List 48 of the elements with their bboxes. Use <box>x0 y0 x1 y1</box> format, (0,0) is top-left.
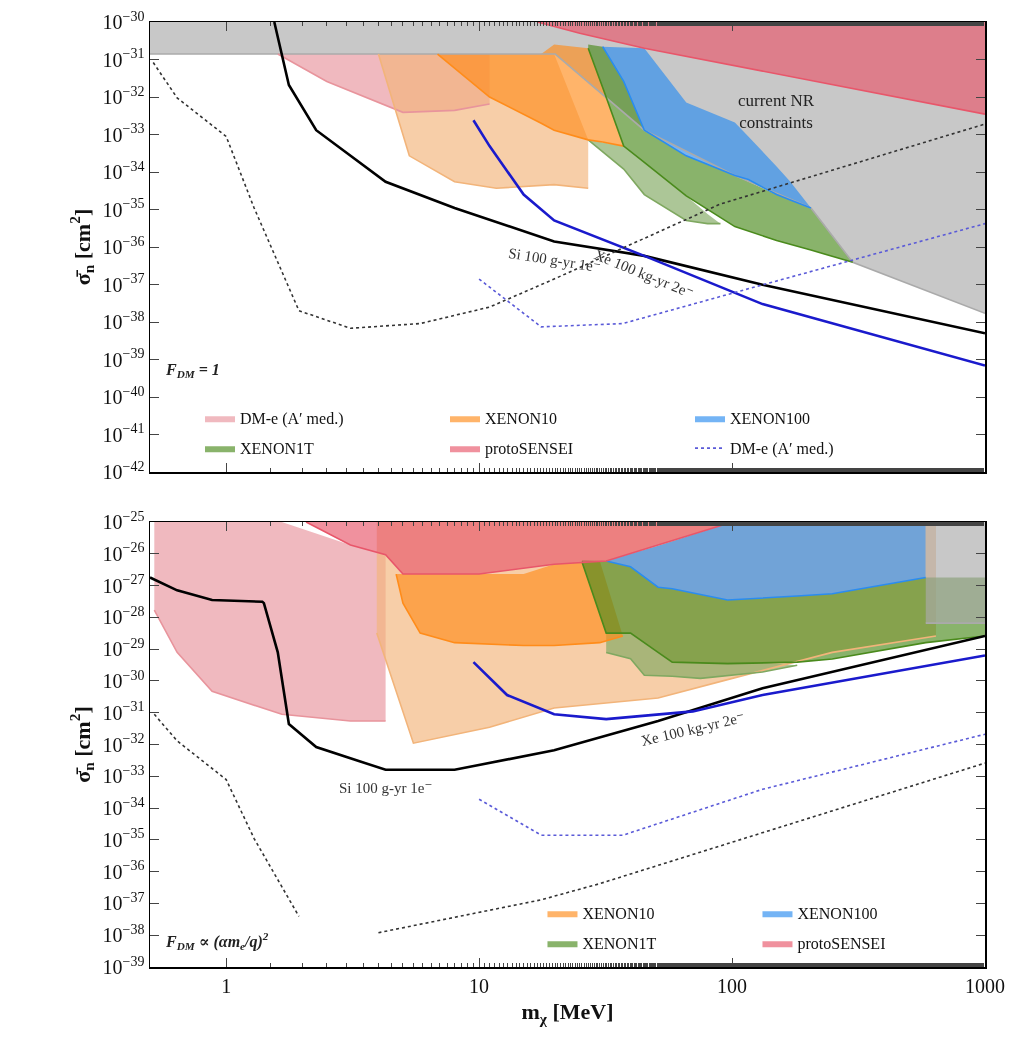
y-tick-label: 10$^{−38}$ <box>102 308 145 333</box>
legend-label: XENON10 <box>485 410 557 428</box>
y-tick-label: 10$^{−37}$ <box>102 890 145 915</box>
legend-label: DM-e (A′ med.) <box>240 410 344 429</box>
y-tick-label: 10$^{−27}$ <box>102 572 145 597</box>
y-tick-label: 10$^{−41}$ <box>102 421 145 446</box>
y-tick-label: 10$^{−32}$ <box>102 83 145 108</box>
y-tick-label: 10$^{−28}$ <box>102 603 145 629</box>
y-tick-label: 10$^{−40}$ <box>102 383 145 408</box>
x-axis-title: m$_{χ}$ [MeV] <box>521 999 614 1027</box>
y-tick-label: 10$^{−31}$ <box>102 46 145 71</box>
x-tick-label: 1000 <box>965 974 1005 997</box>
x-tick-label: 10 <box>469 974 490 997</box>
y-tick-label: 10$^{−39}$ <box>102 953 145 978</box>
y-tick-label: 10$^{−30}$ <box>102 667 145 692</box>
y-tick-label: 10$^{−39}$ <box>102 346 145 371</box>
legend-label: XENON100 <box>797 905 878 923</box>
annotation: current NR constraints <box>738 91 815 133</box>
legend-label: XENON10 <box>582 905 655 923</box>
legend-label: protoSENSEI <box>797 935 886 954</box>
legend-label: XENON100 <box>730 410 810 428</box>
legend-label: XENON1T <box>582 935 657 953</box>
x-tick-label: 1 <box>221 974 232 997</box>
y-tick-label: 10$^{−26}$ <box>102 540 145 565</box>
y-tick-label: 10$^{−35}$ <box>102 196 145 221</box>
y-tick-label: 10$^{−29}$ <box>102 635 145 661</box>
annotation: F$_{DM}$ ∝ (αm$_{e}$/q)$^{2}$ <box>165 930 269 953</box>
annotation: F$_{DM}$ = 1 <box>165 361 220 381</box>
y-tick-label: 10$^{−32}$ <box>102 731 145 756</box>
y-tick-label: 10$^{−37}$ <box>102 271 145 296</box>
legend-label: DM-e (A′ med.) <box>730 440 834 459</box>
legend-label: protoSENSEI <box>485 440 573 459</box>
legend-label: XENON1T <box>240 440 314 458</box>
y-tick-label: 10$^{−30}$ <box>102 8 145 33</box>
y-tick-label: 10$^{−33}$ <box>102 762 145 788</box>
y-tick-label: 10$^{−36}$ <box>102 233 145 258</box>
y-tick-label: 10$^{−42}$ <box>102 458 145 483</box>
y-tick-label: 10$^{−31}$ <box>102 699 145 724</box>
y-tick-label: 10$^{−36}$ <box>102 858 145 883</box>
y-tick-label: 10$^{−33}$ <box>102 121 145 146</box>
y-tick-label: 10$^{−34}$ <box>102 158 145 183</box>
x-tick-label: 100 <box>717 974 748 997</box>
y-tick-label: 10$^{−25}$ <box>102 508 145 533</box>
y-tick-label: 10$^{−38}$ <box>102 921 145 947</box>
text: Xe 100 kg-yr 2e⁻ <box>639 709 747 749</box>
y-tick-label: 10$^{−34}$ <box>102 794 145 820</box>
series-label: Si 100 g-yr 1e⁻ <box>339 780 433 796</box>
y-tick-label: 10$^{−35}$ <box>102 826 145 851</box>
